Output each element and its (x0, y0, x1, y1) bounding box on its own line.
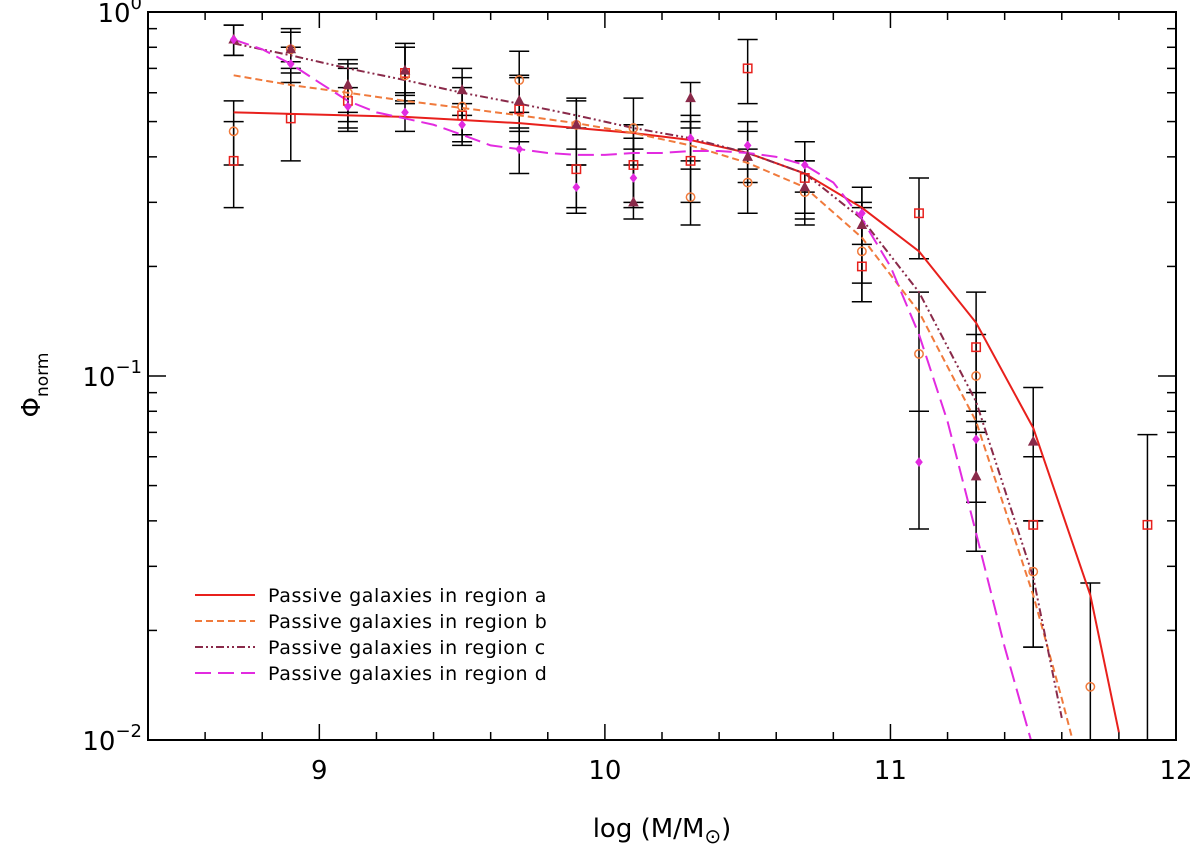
data-point-diamond (743, 140, 752, 151)
plot-frame (147, 11, 1177, 741)
data-point-diamond (629, 173, 638, 183)
data-point-triangle (399, 64, 411, 75)
data-point-triangle (856, 218, 868, 229)
data-point-triangle (628, 196, 639, 207)
data-point-square (1028, 519, 1039, 530)
data-point-diamond (800, 160, 809, 170)
data-point-circle (514, 75, 525, 86)
data-point-circle (228, 126, 239, 137)
data-point-circle (1085, 681, 1096, 692)
data-point-diamond (458, 119, 466, 130)
x-tick-label: 12 (1159, 756, 1192, 786)
data-point-diamond (229, 34, 238, 45)
data-point-circle (742, 177, 753, 188)
data-point-square (971, 342, 982, 353)
data-point-square (914, 208, 924, 219)
legend-label: Passive galaxies in region a (268, 585, 547, 607)
data-point-square (856, 261, 867, 272)
data-point-diamond (858, 208, 866, 219)
data-point-diamond (572, 182, 581, 193)
data-point-diamond (972, 434, 980, 445)
data-point-circle (856, 246, 867, 257)
data-point-triangle (1027, 435, 1039, 446)
data-point-circle (685, 192, 696, 203)
data-point-triangle (456, 84, 468, 95)
data-point-diamond (401, 107, 409, 118)
data-point-diamond (344, 101, 352, 112)
data-point-circle (628, 123, 639, 133)
data-point-triangle (742, 150, 753, 161)
data-point-circle (914, 348, 924, 359)
data-markers (228, 33, 1153, 692)
curve-region-b (233, 74, 1074, 740)
data-point-triangle (799, 181, 811, 192)
data-point-square (628, 160, 639, 170)
data-point-triangle (685, 92, 696, 103)
x-axis-title: log (M/M⊙) (593, 814, 732, 848)
data-point-square (742, 63, 753, 74)
x-tick-label: 9 (311, 756, 328, 786)
legend-label: Passive galaxies in region b (268, 611, 547, 633)
data-point-triangle (285, 43, 297, 54)
data-point-square (1142, 519, 1153, 530)
data-point-triangle (970, 470, 982, 481)
data-point-diamond (515, 144, 524, 154)
data-point-diamond (686, 133, 695, 144)
y-tick-label: 10−2 (82, 721, 142, 757)
y-axis-title: Φnorm (17, 353, 53, 418)
data-point-square (571, 164, 582, 175)
data-point-diamond (915, 457, 923, 467)
data-point-square (685, 155, 696, 166)
data-point-triangle (571, 118, 582, 129)
legend-label: Passive galaxies in region c (268, 637, 546, 659)
data-point-circle (457, 101, 468, 112)
data-point-square (285, 113, 296, 124)
legend-label: Passive galaxies in region d (268, 663, 547, 685)
y-tick-label: 100 (97, 0, 142, 29)
data-point-triangle (342, 78, 354, 90)
data-point-triangle (513, 94, 525, 105)
y-tick-label: 10−1 (82, 357, 142, 393)
data-point-square (228, 155, 239, 166)
data-point-square (514, 104, 525, 115)
data-point-diamond (286, 59, 295, 69)
tick-labels: 9 10 11 12 100 10−1 10−2 (82, 0, 1192, 786)
curve-region-d (233, 38, 1032, 740)
x-tick-label: 11 (874, 756, 907, 786)
data-point-circle (1028, 566, 1039, 577)
legend: Passive galaxies in region a Passive gala… (195, 585, 547, 685)
data-point-circle (971, 371, 982, 381)
x-tick-label: 10 (588, 756, 621, 786)
curve-region-c (233, 42, 1063, 719)
